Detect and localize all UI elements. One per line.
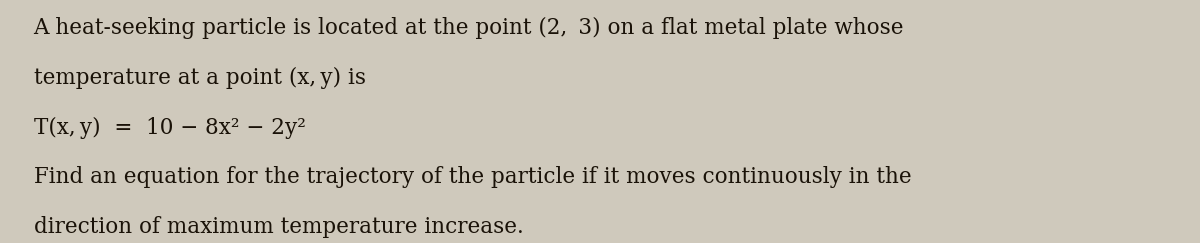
Text: temperature at a point (x, y) is: temperature at a point (x, y) is	[34, 67, 366, 89]
Text: A heat-seeking particle is located at the point (2,  3) on a flat metal plate wh: A heat-seeking particle is located at th…	[34, 17, 904, 39]
Text: direction of maximum temperature increase.: direction of maximum temperature increas…	[34, 216, 523, 238]
Text: T(x, y)  =  10 − 8x² − 2y²: T(x, y) = 10 − 8x² − 2y²	[34, 117, 306, 139]
Text: Find an equation for the trajectory of the particle if it moves continuously in : Find an equation for the trajectory of t…	[34, 166, 911, 189]
